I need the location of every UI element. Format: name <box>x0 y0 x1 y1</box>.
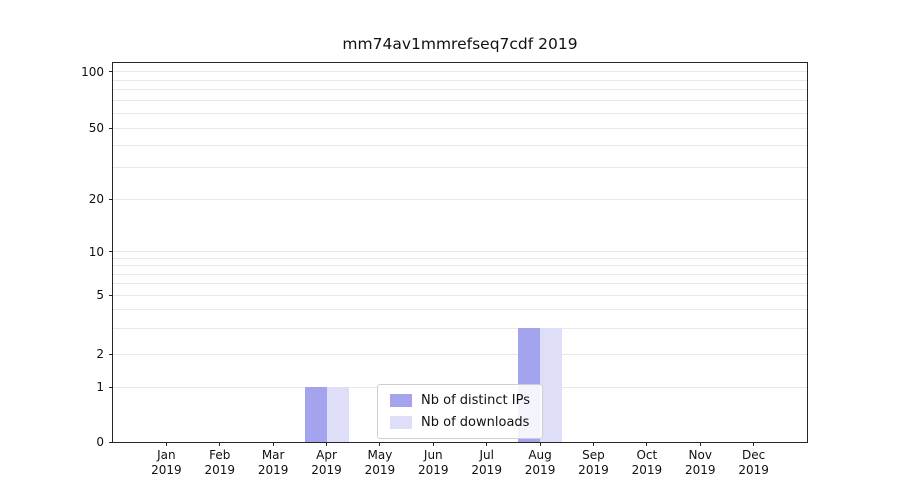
y-tick-label: 1 <box>96 380 104 395</box>
gridline <box>113 167 807 169</box>
gridline <box>113 294 807 296</box>
gridline <box>113 327 807 329</box>
gridline <box>113 100 807 102</box>
gridline <box>113 309 807 311</box>
x-tick-mark <box>165 442 167 446</box>
x-tick-label: Jun 2019 <box>418 448 449 477</box>
plot-area: Nb of distinct IPs Nb of downloads 0 1 2 5 1… <box>81 62 808 477</box>
x-tick-mark <box>539 442 541 446</box>
x-tick-mark <box>326 442 328 446</box>
x-tick-mark <box>753 442 755 446</box>
y-tick-mark <box>109 251 113 253</box>
gridline <box>113 265 807 267</box>
gridline <box>113 353 807 355</box>
x-tick-mark <box>486 442 488 446</box>
legend: Nb of distinct IPs Nb of downloads <box>377 384 543 439</box>
gridline <box>113 112 807 114</box>
y-tick-mark <box>109 198 113 200</box>
x-tick-mark <box>432 442 434 446</box>
x-tick-label: Jul 2019 <box>471 448 502 477</box>
x-tick-mark <box>219 442 221 446</box>
chart-title: mm74av1mmrefseq7cdf 2019 <box>342 35 578 53</box>
gridline <box>113 198 807 200</box>
gridline <box>113 89 807 91</box>
gridline <box>113 127 807 129</box>
gridline <box>113 257 807 259</box>
legend-label-downloads: Nb of downloads <box>421 415 530 430</box>
y-tick-label: 10 <box>88 244 104 259</box>
y-tick-mark <box>109 353 113 355</box>
x-tick-label: Jan 2019 <box>151 448 182 477</box>
x-tick-mark <box>272 442 274 446</box>
y-tick-label: 5 <box>96 288 104 303</box>
x-tick-label: May 2019 <box>364 448 396 477</box>
x-tick-mark <box>646 442 648 446</box>
legend-item-distinct-ips: Nb of distinct IPs <box>390 393 530 408</box>
x-tick-mark <box>592 442 594 446</box>
legend-swatch-distinct-ips <box>390 394 413 407</box>
bar-downloads <box>540 328 563 442</box>
gridline <box>113 144 807 146</box>
y-tick-mark <box>109 386 113 388</box>
y-tick-label: 50 <box>88 121 104 136</box>
bar-distinct-ips <box>304 387 327 442</box>
legend-swatch-downloads <box>390 416 413 429</box>
gridline <box>113 283 807 285</box>
legend-item-downloads: Nb of downloads <box>390 415 530 430</box>
x-tick-label: Dec 2019 <box>738 448 769 477</box>
x-tick-label: Sep 2019 <box>578 448 609 477</box>
y-tick-mark <box>109 441 113 443</box>
x-tick-label: Mar 2019 <box>257 448 289 477</box>
y-tick-label: 0 <box>96 435 104 449</box>
x-tick-label: Feb 2019 <box>204 448 236 477</box>
y-tick-label: 2 <box>96 347 104 362</box>
gridline <box>113 251 807 253</box>
x-tick-label: Nov 2019 <box>684 448 716 477</box>
gridline <box>113 273 807 275</box>
y-tick-mark <box>109 294 113 296</box>
bar-downloads <box>326 387 349 442</box>
x-tick-label: Apr 2019 <box>311 448 342 477</box>
gridline <box>113 79 807 81</box>
legend-label-distinct-ips: Nb of distinct IPs <box>421 393 530 408</box>
gridline <box>113 71 807 73</box>
y-tick-label: 100 <box>81 64 104 79</box>
y-tick-mark <box>109 127 113 129</box>
y-tick-label: 20 <box>88 192 104 207</box>
x-tick-mark <box>379 442 381 446</box>
x-tick-mark <box>699 442 701 446</box>
x-tick-label: Aug 2019 <box>524 448 556 477</box>
x-tick-label: Oct 2019 <box>631 448 663 477</box>
y-tick-mark <box>109 71 113 73</box>
